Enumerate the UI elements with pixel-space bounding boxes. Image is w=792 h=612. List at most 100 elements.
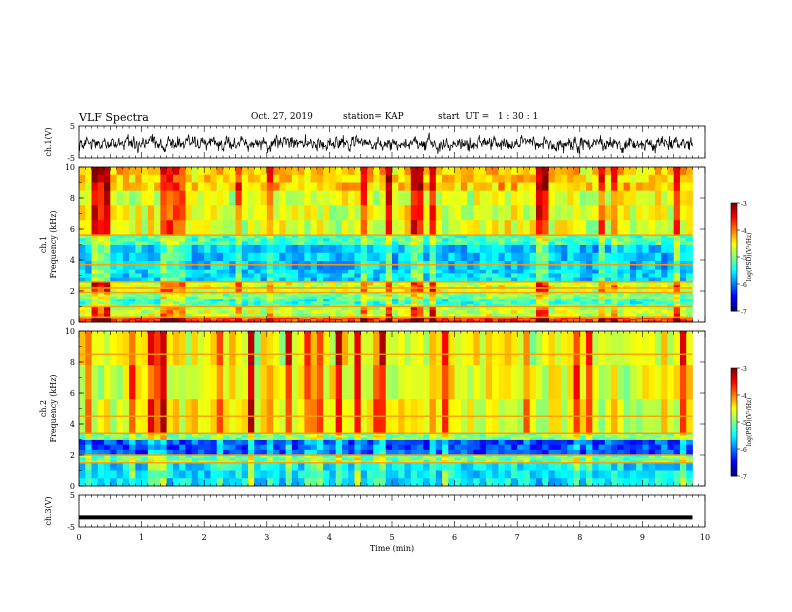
spectrogram-cell [398,301,405,305]
spectrogram-cell [316,320,324,323]
spectrogram-cell [429,235,437,239]
spectrogram-cell [354,462,362,471]
spectrogram-cell [460,306,468,311]
spectrogram-cell [510,298,518,302]
spectrogram-cell [417,439,424,446]
spectrogram-cell [79,296,86,300]
spectrogram-cell [204,244,211,254]
spectrogram-cell [172,433,180,436]
spectrogram-cell [510,244,518,254]
spectrogram-cell [504,301,512,305]
spectrogram-cell [517,301,524,305]
spectrogram-cell [310,292,318,296]
spectrogram-cell [510,190,518,206]
spectrogram-cell [235,167,243,176]
spectrogram-cell [398,273,405,278]
spectrogram-cell [279,310,286,315]
spectrogram-cell [642,455,650,458]
spectrogram-cell [667,277,675,283]
spectrogram-cell [147,457,155,461]
spectrogram-cell [204,306,211,311]
spectrogram-cell [629,190,637,206]
spectrogram-cell [592,433,599,436]
spectrogram-cell [636,462,643,471]
spectrogram-cell [473,190,481,206]
spectrogram-cell [673,365,681,400]
spectrogram-cell [586,167,593,176]
spectrogram-cell [435,190,443,206]
spectrogram-cell [179,294,186,298]
spectrogram-cell [535,174,543,183]
spectrogram-cell [410,292,418,296]
spectrogram-cell [485,318,493,321]
spectrogram-cell [504,462,512,471]
spectrogram-cell [485,167,493,176]
spectrogram-cell [360,277,368,283]
spectrogram-cell [354,174,362,183]
spectrogram-cell [623,449,631,456]
spectrogram-cell [542,437,549,440]
spectrogram-cell [348,294,355,298]
spectrogram-cell [141,365,149,400]
spectrogram-cell [404,444,412,451]
spectrogram-cell [561,331,568,366]
spectrogram-cell [279,252,286,262]
spectrogram-cell [216,244,224,254]
spectrogram-cell [354,273,362,278]
spectrogram-cell [310,235,318,239]
spectrogram-cell [379,235,387,239]
spectrogram-cell [273,449,280,456]
spectrogram-cell [392,174,399,183]
spectrogram-cell [460,241,468,245]
spectrogram-cell [510,301,518,305]
spectrogram-cell [617,331,625,366]
spectrogram-cell [467,296,474,300]
spectrogram-cell [248,439,255,446]
spectrogram-cell [673,306,681,311]
spectrogram-cell [154,478,161,487]
spectrogram-cell [304,478,312,487]
spectrogram-cell [661,433,668,436]
spectrogram-cell [467,238,474,242]
spectrogram-cell [435,277,443,283]
spectrogram-cell [561,303,568,307]
spectrogram-cell [135,470,142,479]
spectrogram-cell [535,310,543,315]
spectrogram-cell [485,435,493,438]
spectrogram-cell [448,277,455,283]
spectrogram-cell [586,277,593,283]
spectrogram-cell [492,301,499,305]
spectrogram-cell [160,235,168,239]
spectrogram-cell [254,294,261,298]
spectrogram-cell [554,252,562,262]
spectrogram-cell [492,444,499,451]
spectrogram-cell [329,273,337,278]
spectrogram-cell [160,241,168,245]
spectrogram-cell [523,205,531,221]
spectrogram-cell [623,439,631,446]
spectrogram-cell [629,313,637,318]
spectrogram-cell [135,306,142,311]
spectrogram-cell [442,252,449,262]
spectrogram-cell [166,205,174,221]
spectrogram-cell [285,182,293,191]
spectrogram-cell [298,470,305,479]
spectrogram-cell [686,294,693,298]
spectrogram-cell [310,460,318,464]
spectrogram-cell [229,303,236,307]
spectrogram-cell [429,288,437,293]
spectrogram-cell [479,182,487,191]
spectrogram-cell [135,444,142,451]
spectrogram-cell [510,365,518,400]
spectrogram-cell [373,470,380,479]
spectrogram-cell [241,174,249,183]
spectrogram-cell [661,460,668,464]
spectrogram-cell [248,288,255,293]
spectrogram-cell [373,277,380,283]
spectrogram-cell [623,444,631,451]
spectrogram-cell [122,281,130,286]
spectrogram-cell [310,294,318,298]
spectrogram-cell [523,460,531,464]
spectrogram-cell [379,331,387,366]
spectrogram-cell [235,281,243,286]
